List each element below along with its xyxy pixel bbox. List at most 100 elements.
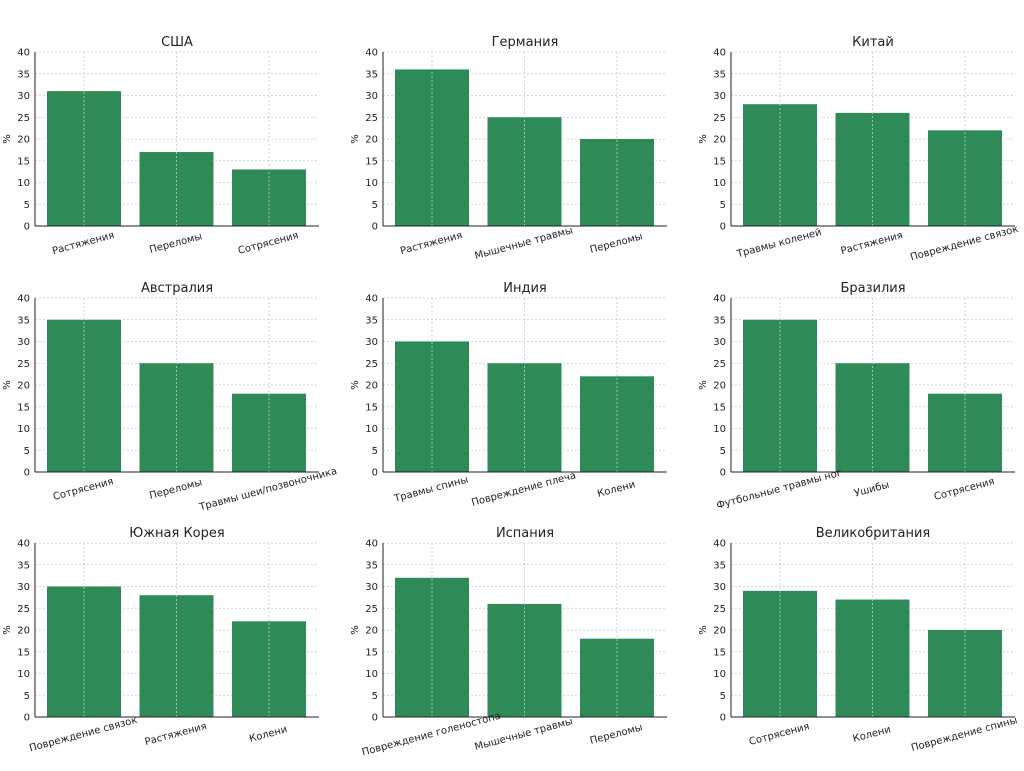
chart-title: Великобритания	[816, 526, 931, 541]
bar	[580, 638, 654, 717]
y-tick-label: 0	[24, 468, 30, 479]
y-tick-label: 15	[713, 156, 726, 167]
y-axis-label: %	[350, 625, 361, 635]
y-tick-label: 10	[713, 178, 726, 189]
y-tick-label: 0	[372, 713, 378, 724]
chart-panel: 0 5 10 15 20 25 30 35 40 Повреждение связок Растяж…	[2, 526, 319, 754]
x-tick-label: Растяжения	[144, 721, 208, 748]
y-tick-label: 30	[365, 582, 378, 593]
chart-title: Бразилия	[840, 281, 905, 296]
x-tick-label: Травмы спины	[392, 474, 469, 505]
y-tick-label: 40	[365, 48, 378, 59]
y-tick-label: 35	[365, 69, 378, 80]
chart-title: Испания	[496, 526, 554, 541]
chart-title: Китай	[852, 35, 894, 50]
y-tick-label: 15	[365, 156, 378, 167]
x-tick-label: Колени	[852, 724, 892, 745]
y-tick-label: 35	[713, 315, 726, 326]
chart-title: США	[161, 35, 193, 50]
y-tick-label: 5	[24, 691, 30, 702]
y-tick-label: 10	[17, 669, 30, 680]
y-tick-label: 20	[17, 381, 30, 392]
y-tick-label: 40	[17, 294, 30, 305]
y-tick-label: 0	[24, 713, 30, 724]
y-tick-label: 5	[720, 691, 726, 702]
y-tick-label: 15	[713, 647, 726, 658]
x-tick-label: Растяжения	[399, 230, 463, 257]
chart-title: Германия	[492, 35, 559, 50]
y-tick-label: 35	[365, 315, 378, 326]
y-tick-label: 40	[17, 539, 30, 550]
y-tick-label: 10	[365, 178, 378, 189]
y-axis-label: %	[2, 134, 13, 144]
y-tick-label: 30	[713, 337, 726, 348]
x-tick-label: Сотрясения	[52, 476, 115, 503]
x-tick-label: Колени	[248, 724, 288, 745]
x-tick-label: Сотрясения	[933, 476, 996, 503]
y-tick-label: 40	[713, 48, 726, 59]
y-tick-label: 10	[17, 424, 30, 435]
y-tick-label: 5	[24, 446, 30, 457]
y-tick-label: 25	[365, 113, 378, 124]
y-tick-label: 0	[372, 222, 378, 233]
y-tick-label: 15	[17, 156, 30, 167]
y-axis-label: %	[350, 134, 361, 144]
y-tick-label: 35	[17, 315, 30, 326]
y-tick-label: 5	[720, 446, 726, 457]
bar	[928, 393, 1002, 472]
x-tick-label: Сотрясения	[237, 230, 300, 257]
bar	[928, 130, 1002, 226]
chart-panel: 0 5 10 15 20 25 30 35 40 Растяжения Мышечные травм…	[350, 35, 667, 262]
y-tick-label: 5	[372, 446, 378, 457]
y-tick-label: 5	[372, 691, 378, 702]
chart-title: Индия	[503, 281, 546, 296]
x-tick-label: Ушибы	[853, 480, 890, 500]
y-tick-label: 10	[365, 669, 378, 680]
bar	[487, 363, 562, 472]
y-tick-label: 15	[17, 402, 30, 413]
y-tick-label: 15	[713, 402, 726, 413]
bar	[835, 363, 910, 472]
y-tick-label: 35	[713, 69, 726, 80]
x-tick-label: Мышечные травмы	[474, 225, 575, 262]
y-tick-label: 5	[372, 200, 378, 211]
bar	[232, 393, 306, 472]
x-tick-label: Повреждение связок	[28, 715, 138, 754]
y-tick-label: 30	[17, 337, 30, 348]
y-tick-label: 25	[713, 359, 726, 370]
bar	[139, 363, 214, 472]
y-tick-label: 40	[365, 539, 378, 550]
x-tick-label: Колени	[596, 479, 636, 500]
y-tick-label: 0	[720, 222, 726, 233]
y-tick-label: 25	[17, 359, 30, 370]
y-tick-label: 20	[17, 135, 30, 146]
y-tick-label: 15	[365, 402, 378, 413]
y-tick-label: 30	[365, 337, 378, 348]
x-tick-label: Переломы	[589, 231, 644, 256]
bar	[395, 69, 469, 227]
y-tick-label: 20	[713, 135, 726, 146]
y-tick-label: 25	[365, 359, 378, 370]
y-tick-label: 25	[17, 604, 30, 615]
y-tick-label: 30	[365, 91, 378, 102]
y-axis-label: %	[698, 134, 709, 144]
y-tick-label: 10	[713, 669, 726, 680]
y-tick-label: 30	[17, 582, 30, 593]
y-tick-label: 35	[17, 69, 30, 80]
y-tick-label: 40	[713, 539, 726, 550]
y-tick-label: 30	[713, 91, 726, 102]
y-tick-label: 0	[720, 468, 726, 479]
x-tick-label: Травмы коленей	[735, 227, 823, 260]
y-tick-label: 25	[713, 604, 726, 615]
y-axis-label: %	[698, 625, 709, 635]
y-tick-label: 0	[720, 713, 726, 724]
y-axis-label: %	[350, 380, 361, 390]
chart-panel: 0 5 10 15 20 25 30 35 40 Футбольные травмы ног Уши…	[698, 281, 1015, 512]
y-tick-label: 5	[24, 200, 30, 211]
y-tick-label: 10	[713, 424, 726, 435]
x-tick-label: Повреждение спины	[910, 715, 1019, 754]
y-tick-label: 0	[24, 222, 30, 233]
y-tick-label: 5	[720, 200, 726, 211]
chart-panel: 0 5 10 15 20 25 30 35 40 Растяжения Переломы Сотряс…	[2, 35, 319, 257]
